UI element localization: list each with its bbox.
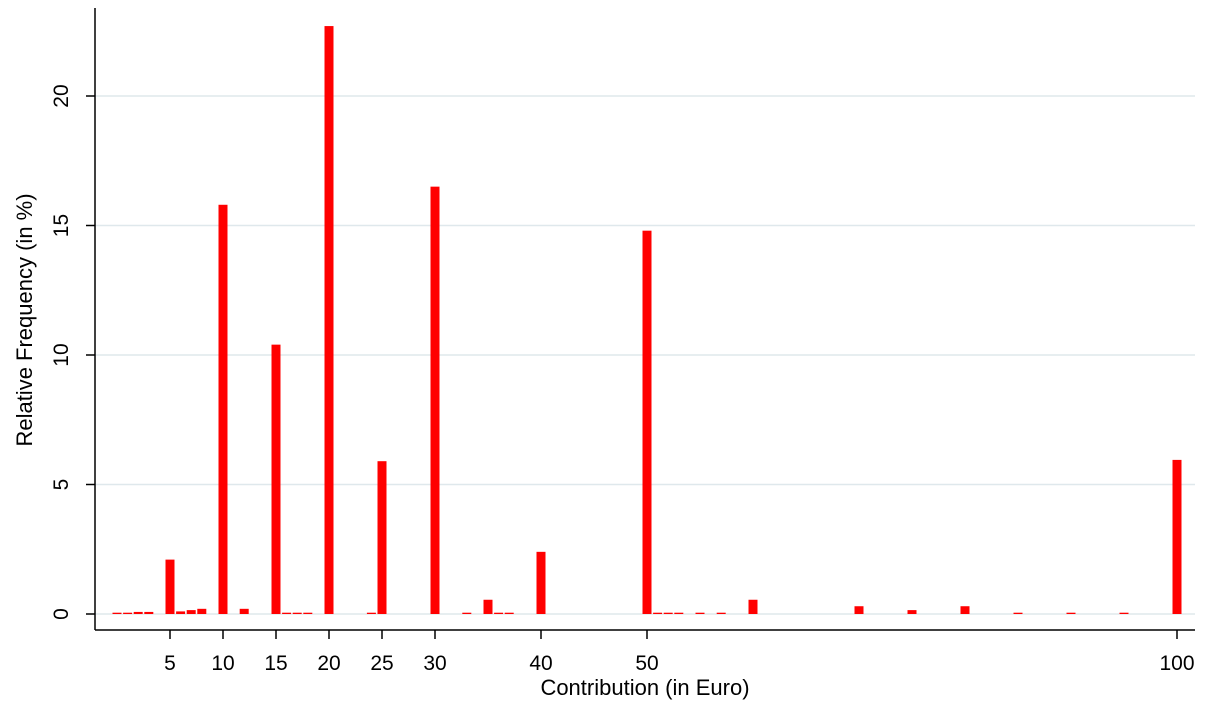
- bar-75: [907, 610, 917, 614]
- y-tick-label-20: 20: [50, 84, 73, 107]
- x-tick-label-25: 25: [370, 652, 393, 675]
- bar-60: [748, 599, 758, 614]
- bar-18: [303, 612, 313, 614]
- bar-24: [366, 612, 376, 614]
- bar-70: [854, 606, 864, 614]
- bar-0: [112, 612, 122, 614]
- bar-90: [1066, 612, 1076, 614]
- bar-30: [430, 186, 440, 614]
- bar-25: [377, 461, 387, 614]
- x-tick-label-5: 5: [164, 652, 176, 675]
- bar-33: [462, 612, 472, 614]
- y-axis-title: Relative Frequency (in %): [12, 193, 37, 446]
- x-tick-label-15: 15: [264, 652, 287, 675]
- bar-100: [1172, 459, 1182, 614]
- axes: [94, 8, 1195, 631]
- bar-80: [960, 606, 970, 614]
- bar-8: [197, 608, 207, 614]
- bar-57: [716, 612, 726, 614]
- bar-20: [324, 26, 334, 614]
- bar-6: [176, 611, 186, 614]
- bar-3: [144, 611, 154, 614]
- bar-35: [483, 599, 493, 614]
- bar-2: [133, 611, 143, 614]
- bar-5: [165, 559, 175, 614]
- y-tick-label-15: 15: [50, 214, 73, 237]
- y-tick-label-5: 5: [50, 479, 73, 491]
- y-ticks: 0 5 10 15 20: [50, 84, 95, 620]
- bar-85: [1013, 612, 1023, 614]
- x-tick-label-30: 30: [423, 652, 446, 675]
- bar-7: [186, 610, 196, 614]
- bar-10: [218, 204, 228, 614]
- x-ticks: 5 10 15 20 25 30 40 50 100: [164, 630, 1195, 675]
- x-axis-title: Contribution (in Euro): [540, 675, 749, 700]
- bar-37: [504, 612, 514, 614]
- bar-1: [123, 612, 133, 614]
- bars: [112, 26, 1182, 614]
- bar-55: [695, 612, 705, 614]
- bar-36: [494, 612, 504, 614]
- x-tick-label-50: 50: [635, 652, 658, 675]
- bar-17: [292, 612, 302, 614]
- bar-51: [653, 612, 663, 614]
- bar-53: [674, 612, 684, 614]
- bar-50: [642, 230, 652, 614]
- bar-15: [271, 344, 281, 614]
- x-tick-label-100: 100: [1159, 652, 1194, 675]
- x-tick-label-10: 10: [211, 652, 234, 675]
- bar-16: [282, 612, 292, 614]
- x-tick-label-40: 40: [529, 652, 552, 675]
- y-tick-label-10: 10: [50, 343, 73, 366]
- x-tick-label-20: 20: [317, 652, 340, 675]
- bar-12: [239, 608, 249, 614]
- y-tick-label-0: 0: [50, 608, 73, 620]
- bar-95: [1119, 612, 1129, 614]
- bar-40: [536, 551, 546, 614]
- bar-52: [663, 612, 673, 614]
